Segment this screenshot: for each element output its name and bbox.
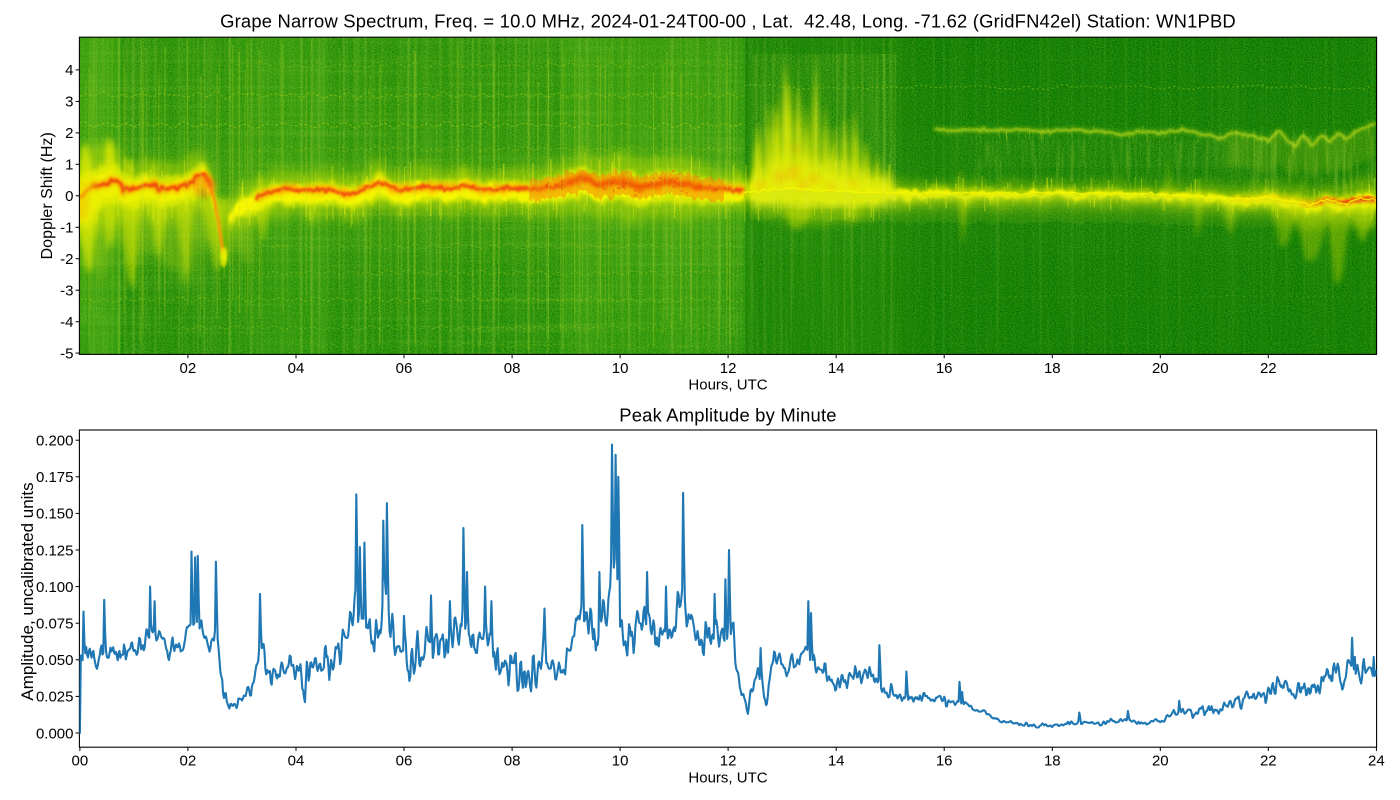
svg-text:0: 0 (65, 188, 73, 205)
svg-text:08: 08 (504, 360, 521, 377)
svg-text:1: 1 (65, 157, 73, 174)
svg-text:00: 00 (72, 753, 89, 770)
svg-text:-2: -2 (60, 251, 73, 268)
svg-text:22: 22 (1260, 360, 1277, 377)
svg-text:Peak Amplitude by Minute: Peak Amplitude by Minute (619, 405, 836, 426)
svg-text:0.150: 0.150 (36, 506, 74, 523)
svg-text:2: 2 (65, 125, 73, 142)
svg-text:-3: -3 (60, 283, 73, 300)
svg-text:20: 20 (1152, 360, 1169, 377)
svg-text:06: 06 (396, 360, 413, 377)
svg-text:Hours, UTC: Hours, UTC (688, 377, 767, 394)
svg-text:0.050: 0.050 (36, 652, 74, 669)
svg-text:16: 16 (936, 360, 953, 377)
svg-text:0.175: 0.175 (36, 469, 74, 486)
svg-text:12: 12 (720, 360, 737, 377)
svg-text:Grape Narrow Spectrum, Freq. =: Grape Narrow Spectrum, Freq. = 10.0 MHz,… (220, 11, 1236, 32)
svg-text:Doppler Shift (Hz): Doppler Shift (Hz) (39, 132, 56, 259)
svg-text:18: 18 (1044, 753, 1061, 770)
svg-text:-4: -4 (60, 314, 73, 331)
svg-text:4: 4 (65, 62, 73, 79)
svg-text:Hours, UTC: Hours, UTC (688, 770, 767, 787)
svg-text:22: 22 (1260, 753, 1277, 770)
svg-text:08: 08 (504, 753, 521, 770)
svg-text:16: 16 (936, 753, 953, 770)
svg-text:14: 14 (828, 360, 845, 377)
svg-text:0.025: 0.025 (36, 689, 74, 706)
svg-text:12: 12 (720, 753, 737, 770)
svg-text:02: 02 (180, 360, 197, 377)
svg-text:02: 02 (180, 753, 197, 770)
svg-text:06: 06 (396, 753, 413, 770)
svg-text:20: 20 (1152, 753, 1169, 770)
svg-text:0.125: 0.125 (36, 542, 74, 559)
svg-text:-1: -1 (60, 220, 73, 237)
svg-text:04: 04 (288, 753, 305, 770)
svg-text:0.200: 0.200 (36, 433, 74, 450)
svg-text:0.000: 0.000 (36, 725, 74, 742)
svg-text:14: 14 (828, 753, 845, 770)
svg-text:04: 04 (288, 360, 305, 377)
svg-text:3: 3 (65, 94, 73, 111)
svg-text:Amplitude, uncalibrated units: Amplitude, uncalibrated units (18, 482, 37, 700)
svg-text:24: 24 (1368, 753, 1385, 770)
svg-text:0.075: 0.075 (36, 616, 74, 633)
svg-text:18: 18 (1044, 360, 1061, 377)
svg-text:10: 10 (612, 360, 629, 377)
svg-text:0.100: 0.100 (36, 579, 74, 596)
svg-text:-5: -5 (60, 345, 73, 362)
svg-text:10: 10 (612, 753, 629, 770)
